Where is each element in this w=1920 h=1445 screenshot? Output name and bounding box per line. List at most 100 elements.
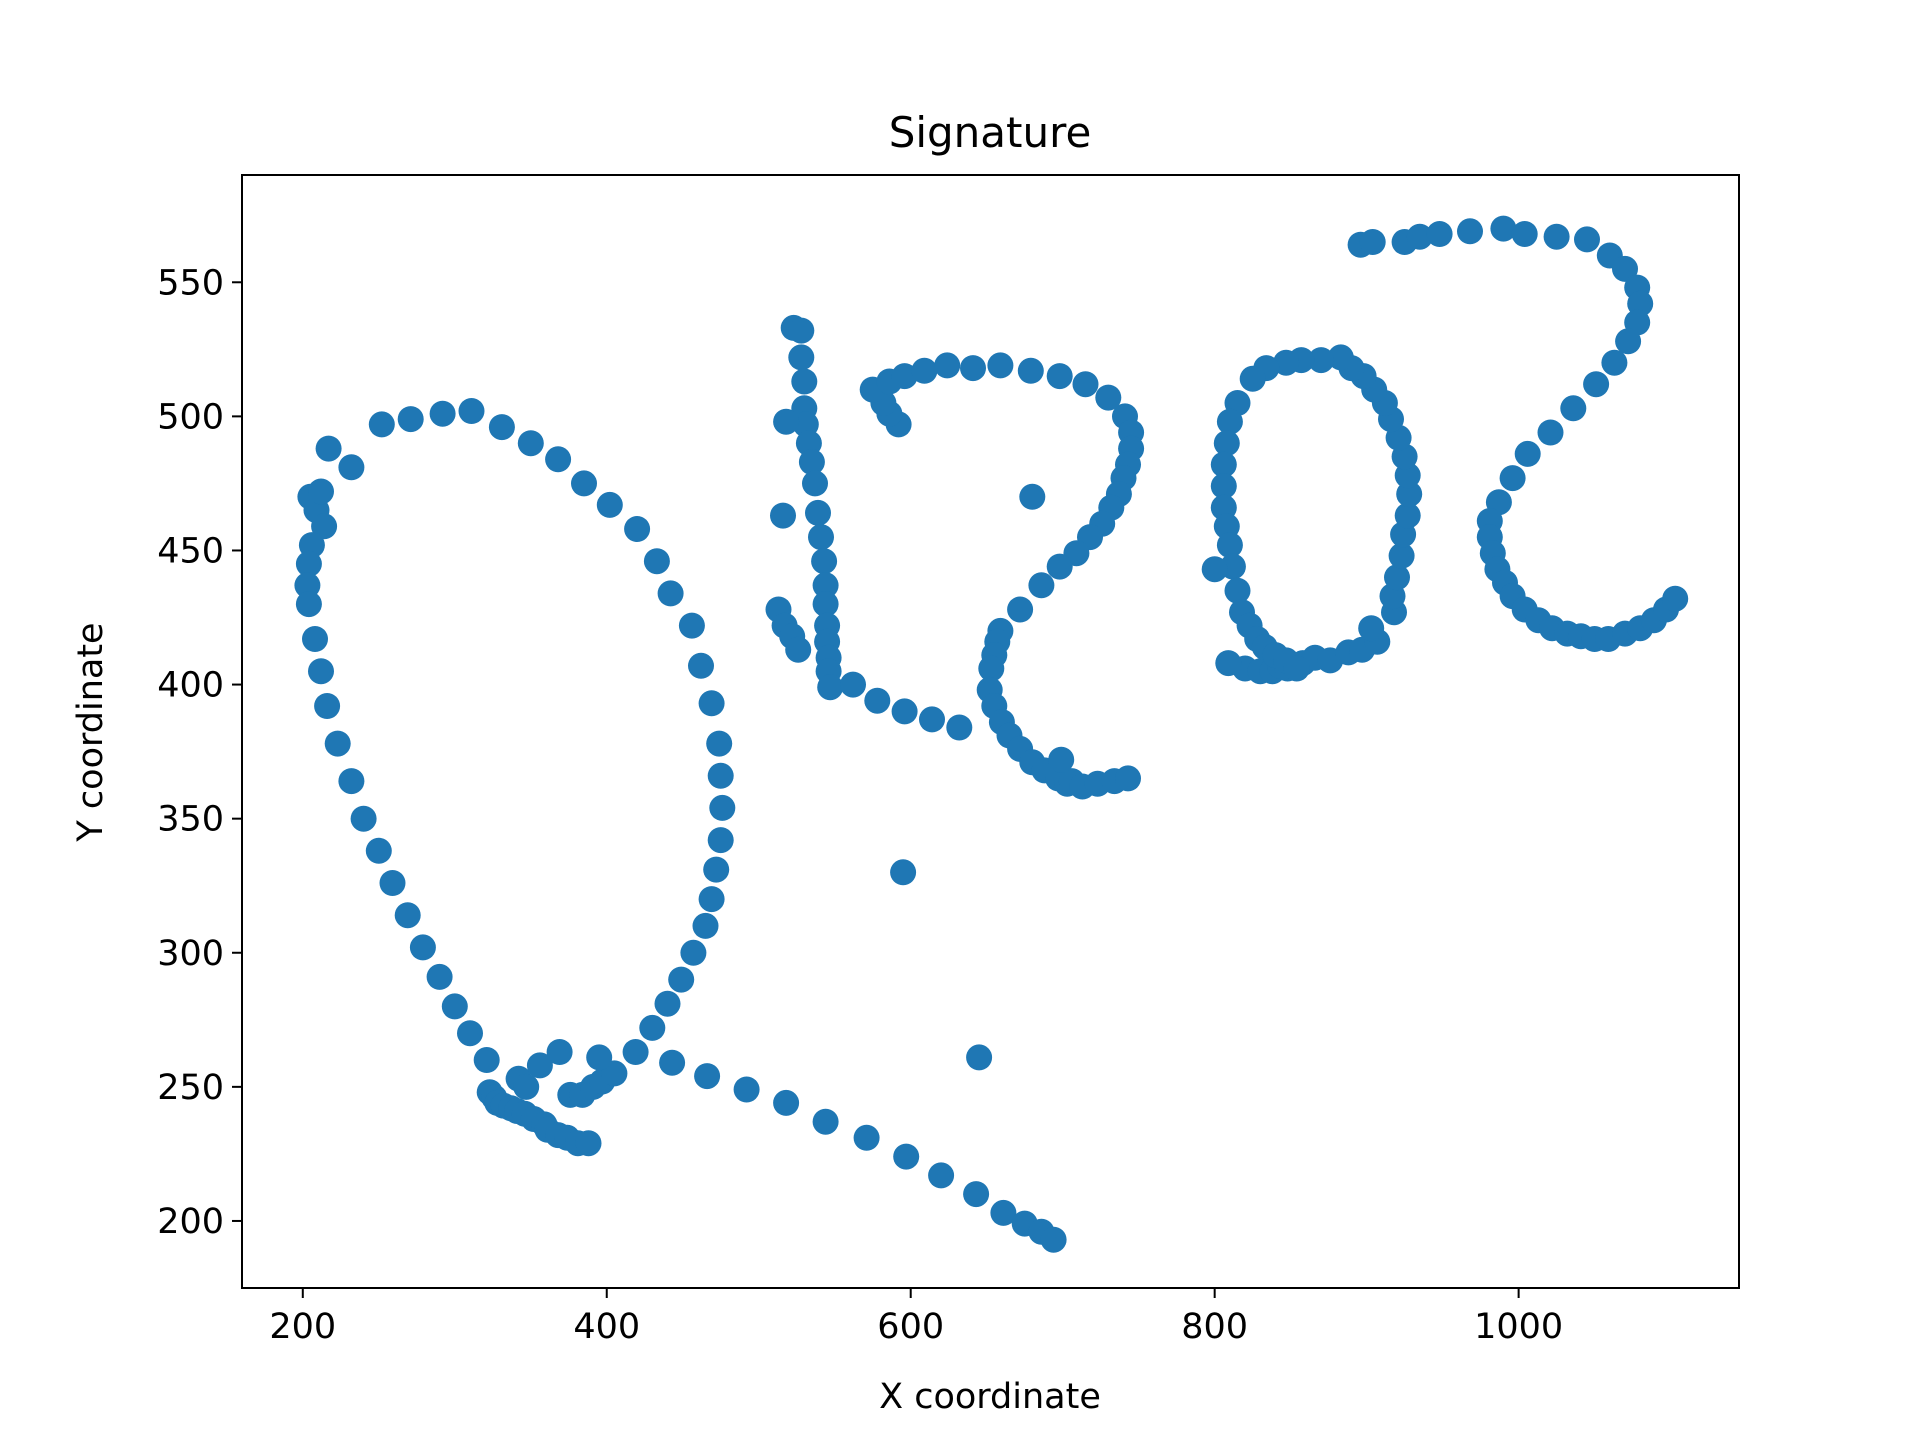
- data-point-1-1: [1406, 223, 1433, 250]
- data-point-0-18: [426, 963, 453, 990]
- data-point-0-195: [1308, 347, 1335, 374]
- data-point-0-201: [1216, 408, 1243, 435]
- data-point-0-74: [315, 435, 342, 462]
- data-point-0-181: [1384, 564, 1410, 591]
- data-point-0-166: [1019, 483, 1046, 510]
- data-point-0-48: [654, 990, 681, 1017]
- data-point-0-65: [571, 470, 597, 497]
- data-point-0-126: [911, 357, 938, 384]
- data-point-0-199: [1239, 365, 1266, 392]
- data-point-0-60: [678, 612, 705, 639]
- data-point-1-15: [1583, 371, 1610, 398]
- data-point-0-68: [488, 414, 515, 441]
- data-point-0-89: [966, 1044, 993, 1071]
- chart-title: Signature: [889, 108, 1092, 157]
- data-point-0-165: [1048, 746, 1075, 773]
- data-point-0-93: [791, 368, 818, 395]
- y-tick-label-2: 300: [157, 934, 224, 974]
- data-point-0-6: [294, 572, 321, 599]
- data-point-0-112: [919, 706, 945, 733]
- data-point-0-91: [788, 317, 815, 344]
- data-point-1-9: [1612, 255, 1638, 282]
- data-point-0-10: [314, 693, 341, 719]
- x-axis-label: X coordinate: [879, 1377, 1101, 1417]
- data-point-0-3: [311, 513, 338, 540]
- data-point-1-6: [1543, 223, 1570, 250]
- data-point-1-4: [1490, 215, 1517, 242]
- data-point-0-100: [808, 524, 834, 551]
- data-point-0-77: [733, 1076, 760, 1103]
- data-point-0-217: [1215, 650, 1242, 677]
- data-point-0-131: [1046, 363, 1073, 390]
- x-tick-label-1: 400: [573, 1307, 640, 1347]
- data-point-0-11: [324, 730, 351, 757]
- data-point-0-59: [688, 652, 714, 679]
- data-point-0-88: [890, 859, 917, 886]
- data-point-0-16: [394, 902, 421, 929]
- data-point-0-67: [517, 430, 544, 457]
- data-point-0-19: [441, 993, 468, 1020]
- data-point-0-204: [1210, 473, 1237, 500]
- data-point-0-39: [546, 1039, 573, 1065]
- data-point-0-109: [840, 671, 866, 698]
- data-point-0-209: [1224, 577, 1251, 604]
- plot-frame: [241, 174, 1740, 1289]
- data-point-1-16: [1560, 395, 1587, 422]
- data-point-0-35: [575, 1130, 602, 1157]
- data-point-1-40: [1359, 229, 1386, 255]
- data-point-0-97: [798, 449, 825, 475]
- data-point-0-83: [963, 1181, 990, 1208]
- y-tick-label-1: 250: [157, 1068, 224, 1108]
- data-point-1-14: [1601, 349, 1628, 376]
- data-point-0-50: [680, 939, 707, 966]
- data-point-0-54: [707, 827, 734, 854]
- data-point-0-55: [709, 794, 736, 821]
- data-point-0-99: [805, 499, 831, 526]
- data-point-0-207: [1216, 532, 1243, 559]
- data-point-0-76: [694, 1063, 721, 1090]
- data-point-0-146: [1007, 596, 1034, 623]
- data-point-0-58: [698, 690, 725, 717]
- data-point-0-133: [1095, 384, 1122, 411]
- data-point-0-56: [707, 762, 734, 789]
- data-point-0-125: [891, 363, 918, 390]
- data-point-0-61: [657, 580, 684, 607]
- data-point-0-75: [659, 1049, 686, 1076]
- points-layer: [294, 215, 1689, 1253]
- data-point-0-197: [1273, 349, 1300, 376]
- y-tick-label-6: 500: [157, 397, 224, 437]
- data-point-0-203: [1210, 451, 1237, 478]
- data-point-0-13: [350, 805, 377, 832]
- data-point-0-71: [397, 406, 424, 433]
- data-point-0-2: [308, 478, 334, 505]
- data-point-0-101: [811, 548, 838, 575]
- data-point-0-5: [295, 550, 322, 577]
- data-point-1-5: [1511, 221, 1538, 247]
- data-point-0-178: [1358, 615, 1385, 642]
- data-point-0-144: [1046, 553, 1073, 580]
- data-point-0-45: [586, 1044, 613, 1071]
- data-point-0-130: [1017, 357, 1044, 384]
- data-point-1-18: [1514, 440, 1541, 467]
- data-point-0-12: [338, 768, 365, 795]
- data-point-0-79: [812, 1108, 839, 1135]
- ticks-layer: 200 400 600 800 1000 200 250 300 350 400 450 500 550: [157, 263, 1563, 1347]
- data-point-1-19: [1499, 465, 1526, 492]
- data-point-1-38: [1662, 585, 1689, 612]
- data-point-1-17: [1537, 419, 1564, 446]
- data-point-0-132: [1072, 371, 1099, 398]
- x-tick-label-0: 200: [269, 1307, 336, 1347]
- data-point-1-13: [1615, 328, 1642, 355]
- data-point-0-20: [457, 1020, 483, 1047]
- y-tick-label-0: 200: [157, 1202, 224, 1242]
- data-point-0-113: [946, 714, 973, 741]
- data-point-1-2: [1426, 221, 1453, 247]
- data-point-0-129: [987, 352, 1014, 379]
- data-point-0-72: [368, 411, 395, 438]
- data-point-0-62: [643, 548, 670, 575]
- data-point-0-64: [596, 491, 623, 518]
- data-point-0-184: [1394, 502, 1421, 529]
- data-point-0-114: [773, 408, 800, 435]
